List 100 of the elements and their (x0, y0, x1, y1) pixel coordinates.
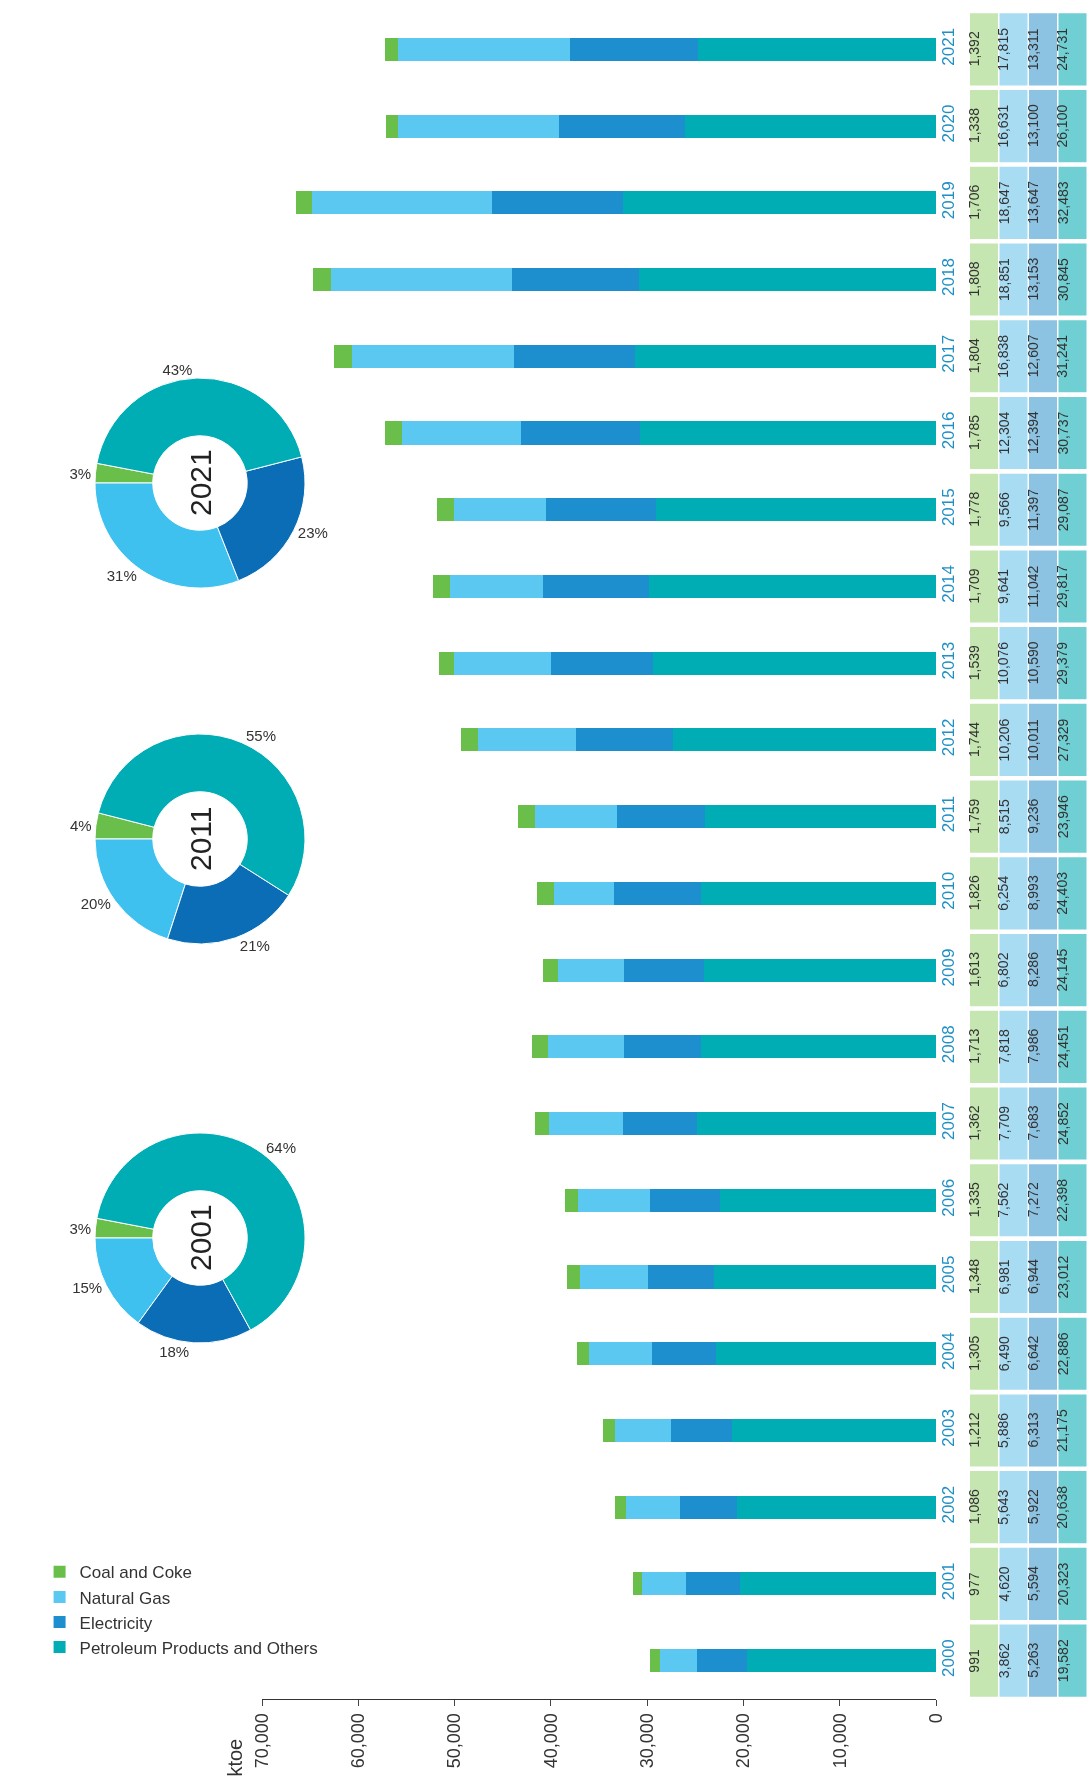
bar (625, 1495, 681, 1519)
data-label: 1,759 (966, 798, 983, 834)
bar (535, 1112, 549, 1136)
bar (402, 421, 521, 445)
data-label: 18,851 (995, 258, 1012, 302)
bar (398, 37, 570, 61)
bar (433, 574, 450, 598)
bar (655, 498, 936, 522)
data-label: 24,403 (1054, 871, 1071, 915)
data-label: 7,986 (1025, 1028, 1042, 1064)
bar (696, 1649, 748, 1673)
bar (351, 344, 514, 368)
bar (680, 1495, 738, 1519)
data-label: 27,329 (1054, 718, 1071, 762)
data-label: 5,886 (995, 1412, 1012, 1448)
x-tick-label: 10,000 (829, 1713, 850, 1769)
bar (577, 1188, 651, 1212)
bar (436, 498, 455, 522)
data-label: 43% (162, 361, 193, 379)
text: ktoe (224, 1738, 247, 1777)
bar (546, 498, 656, 522)
bar (648, 574, 936, 598)
legend-label: Petroleum Products and Others (79, 1638, 318, 1658)
data-label: 16,838 (995, 334, 1012, 378)
bar (622, 1112, 697, 1136)
bar (454, 498, 547, 522)
y-tick-label: 2019 (939, 181, 958, 220)
bar (651, 1342, 716, 1366)
bar (684, 114, 936, 138)
bar (623, 958, 704, 982)
y-tick-label: 2018 (939, 258, 958, 296)
data-label: 13,647 (1025, 180, 1042, 224)
bar (632, 1572, 642, 1596)
bar (580, 1265, 648, 1289)
bar (639, 268, 936, 292)
bar (312, 191, 492, 215)
text: 2011 (184, 806, 217, 871)
data-label: 1,778 (966, 491, 983, 527)
data-label: 977 (966, 1572, 983, 1596)
data-label: 20,638 (1054, 1485, 1071, 1529)
data-label: 17,815 (995, 27, 1012, 71)
data-label: 21% (239, 936, 270, 954)
bar (697, 37, 936, 61)
data-label: 1,709 (965, 568, 982, 604)
data-label: 7,709 (995, 1105, 1012, 1142)
bar (531, 1035, 549, 1059)
bar (650, 1649, 660, 1673)
bar (461, 728, 479, 752)
bar (672, 728, 936, 752)
data-label: 6,490 (995, 1335, 1012, 1372)
data-label: 3% (69, 464, 92, 482)
bar (576, 1342, 590, 1366)
data-label: 1,539 (965, 644, 982, 681)
data-label: 3,862 (995, 1642, 1012, 1679)
bar (334, 344, 352, 368)
bar (714, 1265, 936, 1289)
bar (659, 1649, 697, 1673)
bar (737, 1495, 936, 1519)
data-label: 8,515 (995, 798, 1012, 835)
data-label: 32,483 (1054, 181, 1071, 225)
data-label: 5,643 (995, 1489, 1012, 1525)
data-label: 1,804 (965, 338, 982, 374)
bar (671, 1418, 733, 1442)
data-label: 5,263 (1025, 1642, 1042, 1678)
bar (623, 191, 936, 215)
y-tick-label: 2021 (939, 27, 958, 66)
bar (647, 1265, 715, 1289)
bar (641, 1572, 687, 1596)
bar (576, 728, 673, 752)
data-label: 1,808 (966, 261, 983, 297)
bar (569, 37, 698, 61)
x-tick-label: 50,000 (444, 1713, 465, 1769)
bar (554, 881, 615, 905)
bar (520, 421, 641, 445)
bar (548, 1035, 624, 1059)
data-label: 20% (80, 895, 111, 913)
data-label: 15% (72, 1278, 103, 1296)
data-label: 6,981 (995, 1259, 1012, 1295)
data-label: 1,785 (966, 414, 982, 450)
bar (616, 805, 706, 829)
y-tick-label: 2002 (939, 1485, 958, 1524)
bar (512, 268, 640, 292)
bar (295, 191, 313, 215)
data-label: 8,993 (1024, 875, 1041, 911)
data-label: 11,397 (1025, 488, 1042, 531)
data-label: 1,305 (966, 1335, 983, 1371)
bar (696, 1112, 936, 1136)
data-label: 12,304 (995, 411, 1012, 455)
data-label: 24,731 (1054, 27, 1071, 71)
data-label: 19,582 (1054, 1639, 1071, 1683)
bar (449, 574, 543, 598)
data-label: 11,042 (1024, 565, 1041, 608)
data-label: 7,562 (995, 1182, 1012, 1218)
data-label: 9,566 (995, 491, 1012, 528)
y-tick-label: 2003 (939, 1408, 958, 1447)
bar (705, 805, 936, 829)
bar (650, 1188, 721, 1212)
y-tick-label: 2000 (939, 1639, 958, 1677)
data-label: 21,175 (1054, 1408, 1071, 1452)
data-label: 1,826 (965, 875, 982, 911)
